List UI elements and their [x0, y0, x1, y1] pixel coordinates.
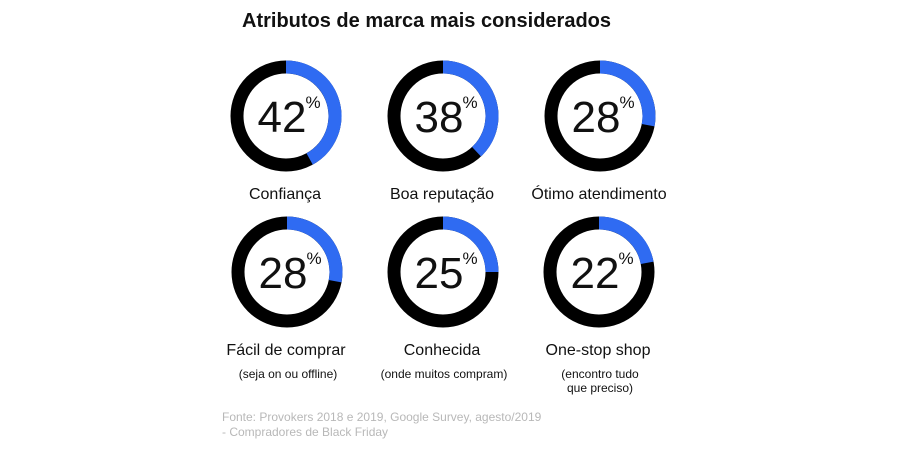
donut-slice [286, 216, 343, 283]
donut-unit: % [306, 249, 321, 268]
donut-4: 25% [387, 216, 499, 328]
donut-value: 28 [572, 93, 621, 142]
donut-label: Confiança [248, 186, 322, 203]
donut-slice [285, 60, 342, 165]
donut-label: Ótimo atendimento [531, 186, 667, 203]
donut-slice [598, 216, 654, 265]
donut-slice [442, 60, 499, 157]
donut-unit: % [462, 93, 477, 112]
donut-slice [442, 216, 499, 273]
donut-sublabel: (seja on ou offline) [239, 367, 338, 381]
chart-title: Atributos de marca mais considerados [242, 10, 612, 32]
donut-5: 22% [543, 216, 655, 328]
donut-unit: % [618, 249, 633, 268]
donut-value: 25 [415, 249, 464, 298]
donut-unit: % [305, 93, 320, 112]
donut-label: Conhecida [403, 342, 481, 359]
donut-value: 38 [415, 93, 464, 142]
donut-1: 38% [387, 60, 499, 172]
donut-unit: % [619, 93, 634, 112]
donut-sublabel-line: (encontro tudo [561, 367, 639, 381]
donut-2: 28% [544, 60, 656, 172]
donut-slice [599, 60, 656, 127]
donut-sublabel-line: (onde muitos compram) [380, 367, 508, 381]
donut-unit: % [462, 249, 477, 268]
donut-0: 42% [230, 60, 342, 172]
donut-sublabel: (onde muitos compram) [381, 367, 508, 381]
donut-sublabel-line: que preciso) [566, 381, 634, 395]
donut-value: 42 [258, 93, 307, 142]
donut-label: One-stop shop [545, 342, 651, 359]
donut-label: Boa reputação [389, 186, 495, 203]
source-line-1: Fonte: Provokers 2018 e 2019, Google Sur… [222, 410, 542, 424]
donut-3: 28% [231, 216, 343, 328]
source-note: Fonte: Provokers 2018 e 2019, Google Sur… [222, 410, 541, 440]
donut-value: 22 [571, 249, 620, 298]
donut-sublabel-line: (seja on ou offline) [238, 367, 338, 381]
source-line-2: - Compradores de Black Friday [222, 425, 389, 439]
donut-sublabel: (encontro tudo que preciso) [561, 367, 638, 395]
donut-value: 28 [259, 249, 308, 298]
donut-label: Fácil de comprar [226, 342, 346, 359]
